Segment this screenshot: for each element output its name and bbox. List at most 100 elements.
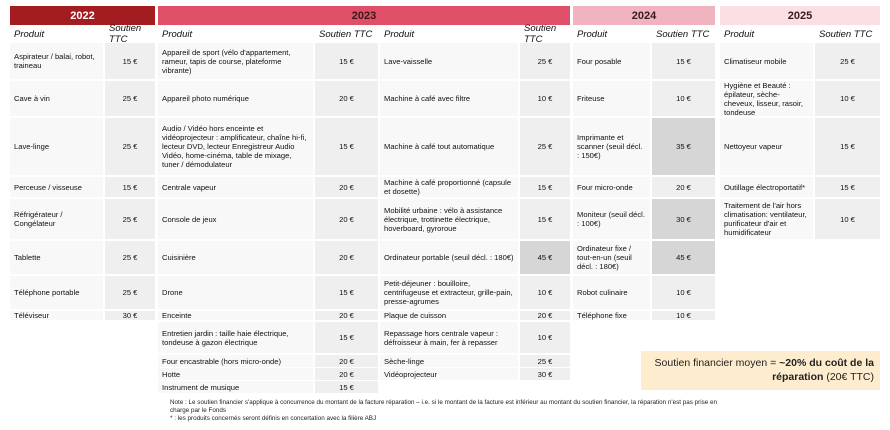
product-cell: Centrale vapeur [158,177,313,197]
support-cell: 15 € [315,276,378,309]
support-cell: 45 € [652,241,715,274]
support-cell: 35 € [652,118,715,175]
support-cell: 15 € [105,177,155,197]
support-cell: 20 € [520,311,570,320]
product-cell: Ordinateur fixe / tout-en-un (seuil décl… [573,241,650,274]
product-cell: Vidéoprojecteur [380,368,518,380]
product-cell: Hygiène et Beauté : épilateur, sèche-che… [720,81,813,116]
product-cell: Enceinte [158,311,313,320]
product-cell: Mobilité urbaine : vélo à assistance éle… [380,199,518,239]
support-cell: 20 € [315,199,378,239]
product-cell: Machine à café avec filtre [380,81,518,116]
support-cell: 30 € [520,368,570,380]
product-cell: Téléphone portable [10,276,103,309]
support-cell: 10 € [652,81,715,116]
product-cell: Entretien jardin : taille haie électriqu… [158,322,313,353]
product-cell: Sèche-linge [380,355,518,367]
support-cell: 15 € [315,118,378,175]
product-cell: Climatiseur mobile [720,43,813,79]
product-cell: Moniteur (seuil décl. : 100€) [573,199,650,239]
support-cell: 20 € [652,177,715,197]
support-cell: 30 € [652,199,715,239]
product-cell: Téléphone fixe [573,311,650,320]
notes: Note : Le soutien financier s'applique à… [170,399,730,423]
support-cell: 25 € [105,276,155,309]
support-cell: 10 € [815,81,880,116]
column-header: Produit [14,28,45,40]
support-cell: 25 € [520,355,570,367]
support-cell: 10 € [520,81,570,116]
product-cell: Machine à café tout automatique [380,118,518,175]
product-cell: Four posable [573,43,650,79]
support-cell: 15 € [815,118,880,175]
product-cell: Drone [158,276,313,309]
product-cell: Téléviseur [10,311,103,320]
product-cell: Four encastrable (hors micro-onde) [158,355,313,367]
support-cell: 25 € [105,241,155,274]
support-cell: 10 € [652,311,715,320]
support-cell: 30 € [105,311,155,320]
product-cell: Tablette [10,241,103,274]
support-cell: 15 € [105,43,155,79]
year-header: 2023 [158,6,570,25]
support-cell: 15 € [315,381,378,393]
product-cell: Cuisinière [158,241,313,274]
support-cell: 15 € [652,43,715,79]
product-cell: Cave à vin [10,81,103,116]
support-cell: 15 € [520,177,570,197]
product-cell: Robot culinaire [573,276,650,309]
product-cell: Friteuse [573,81,650,116]
column-header: Produit [724,28,755,40]
product-cell: Four micro-onde [573,177,650,197]
support-cell: 20 € [315,241,378,274]
support-cell: 20 € [315,81,378,116]
callout-text: Soutien financier moyen = [654,357,780,369]
product-cell: Lave-linge [10,118,103,175]
product-cell: Appareil de sport (vélo d'appartement, r… [158,43,313,79]
callout-text: (20€ TTC) [823,371,874,383]
support-cell: 15 € [315,322,378,353]
product-cell: Nettoyeur vapeur [720,118,813,175]
product-cell: Plaque de cuisson [380,311,518,320]
product-cell: Réfrigérateur / Congélateur [10,199,103,239]
year-header: 2025 [720,6,880,25]
product-cell: Imprimante et scanner (seuil décl. : 150… [573,118,650,175]
product-cell: Lave-vaisselle [380,43,518,79]
support-cell: 15 € [520,199,570,239]
callout-bold: ~20% du coût de la réparation [772,357,874,383]
support-cell: 15 € [315,43,378,79]
support-cell: 20 € [315,355,378,367]
column-header: Produit [577,28,608,40]
support-cell: 20 € [315,311,378,320]
product-cell: Repassage hors centrale vapeur : défrois… [380,322,518,353]
support-cell: 10 € [815,199,880,239]
product-cell: Aspirateur / balai, robot, traineau [10,43,103,79]
year-header: 2022 [10,6,155,25]
product-cell: Appareil photo numérique [158,81,313,116]
product-cell: Instrument de musique [158,381,313,393]
support-cell: 25 € [105,199,155,239]
column-header: Produit [162,28,193,40]
support-cell: 45 € [520,241,570,274]
year-header: 2024 [573,6,715,25]
product-cell: Machine à café proportionné (capsule et … [380,177,518,197]
callout: Soutien financier moyen = ~20% du coût d… [641,351,880,390]
support-cell: 25 € [105,81,155,116]
support-cell: 15 € [815,177,880,197]
note: * : les produits concernés seront défini… [170,415,377,422]
support-cell: 25 € [520,118,570,175]
product-cell: Audio / Vidéo hors enceinte et vidéoproj… [158,118,313,175]
column-header: Soutien TTC [819,28,873,40]
product-cell: Outillage électroportatif* [720,177,813,197]
product-cell: Console de jeux [158,199,313,239]
support-cell: 10 € [652,276,715,309]
product-cell: Ordinateur portable (seuil décl. : 180€) [380,241,518,274]
column-header: Soutien TTC [319,28,373,40]
column-header: Soutien TTC [656,28,710,40]
product-cell: Traitement de l'air hors climatisation: … [720,199,813,239]
support-cell: 25 € [520,43,570,79]
support-cell: 20 € [315,177,378,197]
column-header: Soutien TTC [109,23,142,45]
support-cell: 10 € [520,322,570,353]
